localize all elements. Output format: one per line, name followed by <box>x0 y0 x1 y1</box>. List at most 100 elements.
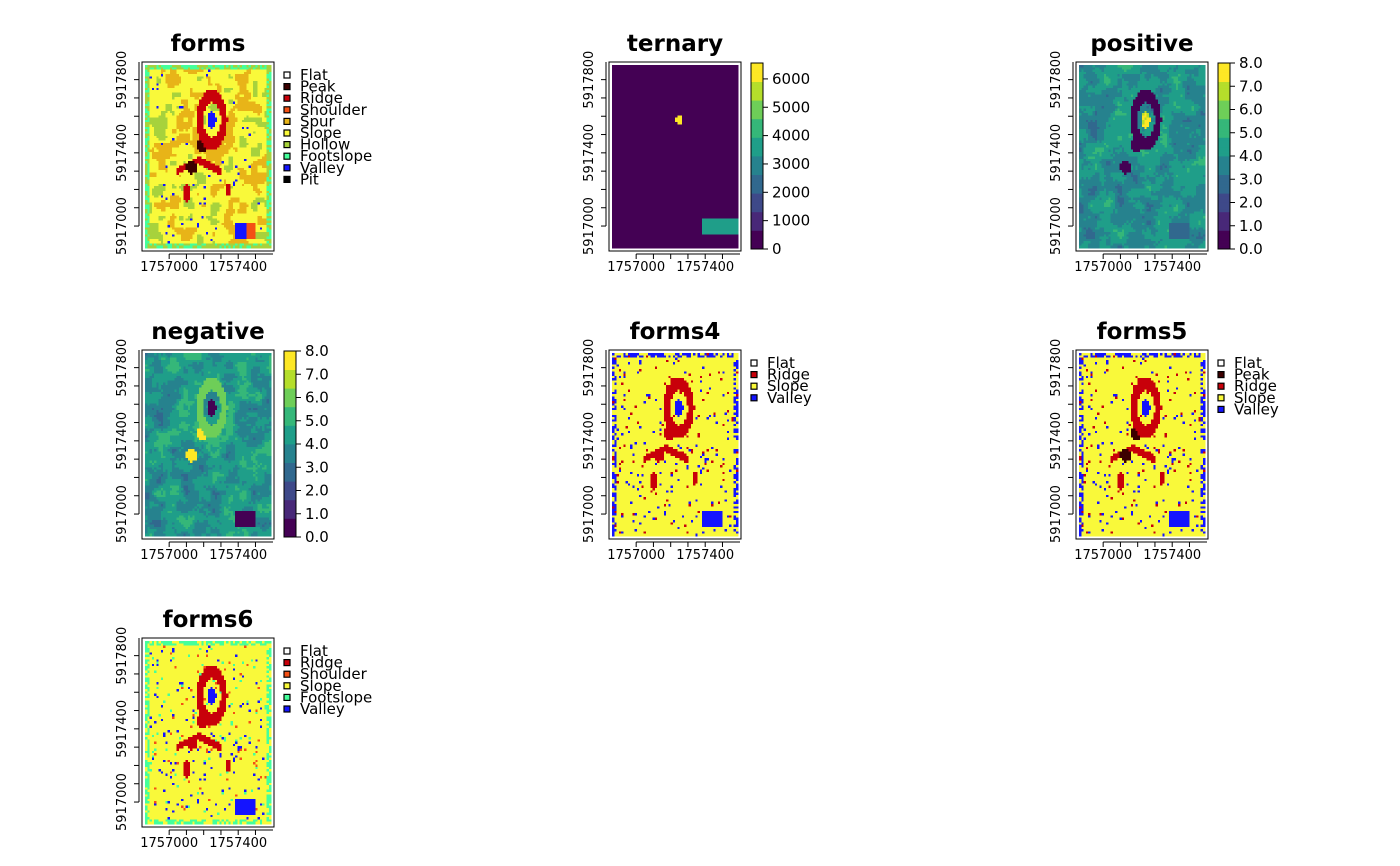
raster-cell <box>192 81 195 84</box>
raster-cell <box>201 106 204 109</box>
raster-cell <box>199 67 202 70</box>
raster-cell <box>170 90 173 93</box>
raster-cell <box>237 99 240 102</box>
panel-title: forms <box>171 31 246 57</box>
raster-cell <box>204 65 207 68</box>
raster-cell <box>246 106 249 109</box>
raster-cell <box>177 104 180 107</box>
raster-cell <box>181 72 184 75</box>
raster-cell <box>233 90 236 93</box>
raster-cell <box>267 106 270 109</box>
raster-cell <box>192 83 195 86</box>
raster-cell <box>152 70 155 73</box>
raster-cell <box>267 81 270 84</box>
raster-cell <box>179 81 182 84</box>
raster-cell <box>210 97 213 100</box>
raster-cell <box>244 70 247 73</box>
raster-cell <box>240 86 243 89</box>
raster-cell <box>201 90 204 93</box>
raster-cell <box>267 65 270 68</box>
raster-cell <box>222 79 225 82</box>
raster-cell <box>201 97 204 100</box>
raster-cell <box>206 83 209 86</box>
raster-cell <box>219 95 222 98</box>
raster-cell <box>246 92 249 95</box>
raster-cell <box>240 70 243 73</box>
raster-cell <box>152 106 155 109</box>
raster-cell <box>199 72 202 75</box>
raster-cell <box>197 79 200 82</box>
raster-cell <box>145 67 148 70</box>
raster-cell <box>264 86 267 89</box>
raster-cell <box>186 99 189 102</box>
raster-cell <box>215 67 218 70</box>
raster-cell <box>183 86 186 89</box>
raster-cell <box>183 81 186 84</box>
raster-cell <box>206 79 209 82</box>
raster-cell <box>156 102 159 105</box>
raster-cell <box>237 90 240 93</box>
raster-cell <box>170 88 173 91</box>
raster-cell <box>150 90 153 93</box>
raster-cell <box>165 95 168 98</box>
raster-cell <box>183 92 186 95</box>
raster-cell <box>177 79 180 82</box>
raster-cell <box>183 79 186 82</box>
raster-cell <box>246 104 249 107</box>
raster-cell <box>253 97 256 100</box>
raster-cell <box>188 79 191 82</box>
raster-cell <box>231 102 234 105</box>
raster-cell <box>156 97 159 100</box>
raster-cell <box>170 67 173 70</box>
raster-cell <box>168 104 171 107</box>
raster-cell <box>168 65 171 68</box>
raster-cell <box>168 102 171 105</box>
raster-cell <box>206 102 209 105</box>
raster-cell <box>186 72 189 75</box>
raster-cell <box>192 88 195 91</box>
raster-cell <box>206 99 209 102</box>
raster-cell <box>267 97 270 100</box>
raster-cell <box>260 97 263 100</box>
raster-cell <box>255 106 258 109</box>
raster-cell <box>226 70 229 73</box>
raster-cell <box>233 92 236 95</box>
raster-cell <box>269 76 272 79</box>
raster-cell <box>260 92 263 95</box>
raster-cell <box>240 88 243 91</box>
raster-cell <box>228 88 231 91</box>
raster-cell <box>165 72 168 75</box>
raster-cell <box>152 67 155 70</box>
raster-cell <box>222 90 225 93</box>
raster-cell <box>217 83 220 86</box>
raster-cell <box>150 65 153 68</box>
raster-cell <box>262 102 265 105</box>
raster-cell <box>156 95 159 98</box>
raster-cell <box>267 90 270 93</box>
raster-cell <box>217 86 220 89</box>
raster-cell <box>224 67 227 70</box>
raster-cell <box>163 97 166 100</box>
raster-cell <box>213 95 216 98</box>
raster-cell <box>145 99 148 102</box>
raster-cell <box>186 83 189 86</box>
raster-cell <box>208 65 211 68</box>
raster-cell <box>145 72 148 75</box>
raster-cell <box>217 70 220 73</box>
raster-cell <box>204 106 207 109</box>
raster-cell <box>269 81 272 84</box>
raster-cell <box>197 72 200 75</box>
raster-cell <box>231 81 234 84</box>
raster-cell <box>199 86 202 89</box>
raster-cell <box>244 86 247 89</box>
raster-cell <box>240 99 243 102</box>
raster-cell <box>264 81 267 84</box>
raster-cell <box>224 97 227 100</box>
raster-cell <box>165 104 168 107</box>
raster-cell <box>145 95 148 98</box>
raster-cell <box>269 95 272 98</box>
raster-cell <box>159 106 162 109</box>
raster-cell <box>217 106 220 109</box>
raster-cell <box>235 92 238 95</box>
raster-cell <box>192 65 195 68</box>
